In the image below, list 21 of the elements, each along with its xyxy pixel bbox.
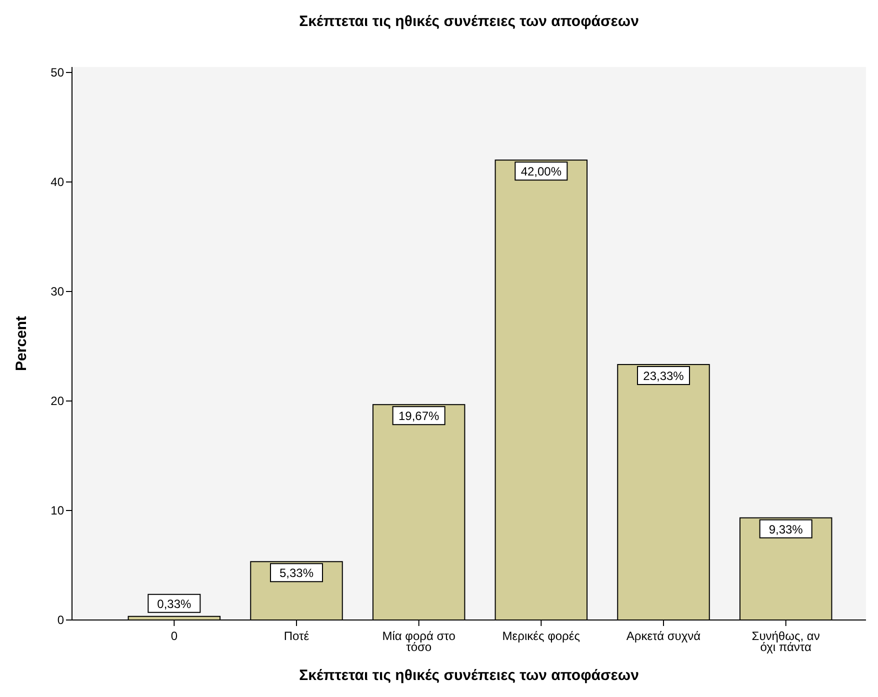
chart-title: Σκέπτεται τις ηθικές συνέπειες των αποφάσεων [299, 13, 639, 30]
data-label: 0,33% [157, 596, 192, 611]
x-tick-label: Μία φορά στο τόσο [382, 629, 456, 654]
y-tick-label: 0 [57, 613, 64, 627]
y-tick-label: 50 [50, 65, 64, 80]
y-axis-title: Percent [13, 316, 30, 372]
data-label: 23,33% [643, 369, 684, 384]
x-axis-title: Σκέπτεται τις ηθικές συνέπειες των αποφάσεων [299, 667, 639, 684]
y-tick-label: 40 [50, 174, 64, 189]
y-tick-label: 30 [50, 284, 64, 298]
x-tick-label: Μερικές φορές [502, 629, 580, 643]
y-tick-label: 20 [50, 394, 64, 408]
data-label: 19,67% [398, 409, 440, 424]
x-tick-label: Συνήθως, αν όχι πάντα [752, 629, 820, 654]
data-label: 5,33% [279, 566, 314, 580]
y-tick-label: 10 [50, 503, 64, 518]
x-tick-label: Αρκετά συχνά [626, 629, 701, 643]
x-tick-label: Ποτέ [284, 629, 310, 643]
data-label: 9,33% [768, 522, 804, 536]
x-tick-label: 0 [170, 629, 178, 643]
data-label: 42,00% [520, 164, 562, 179]
